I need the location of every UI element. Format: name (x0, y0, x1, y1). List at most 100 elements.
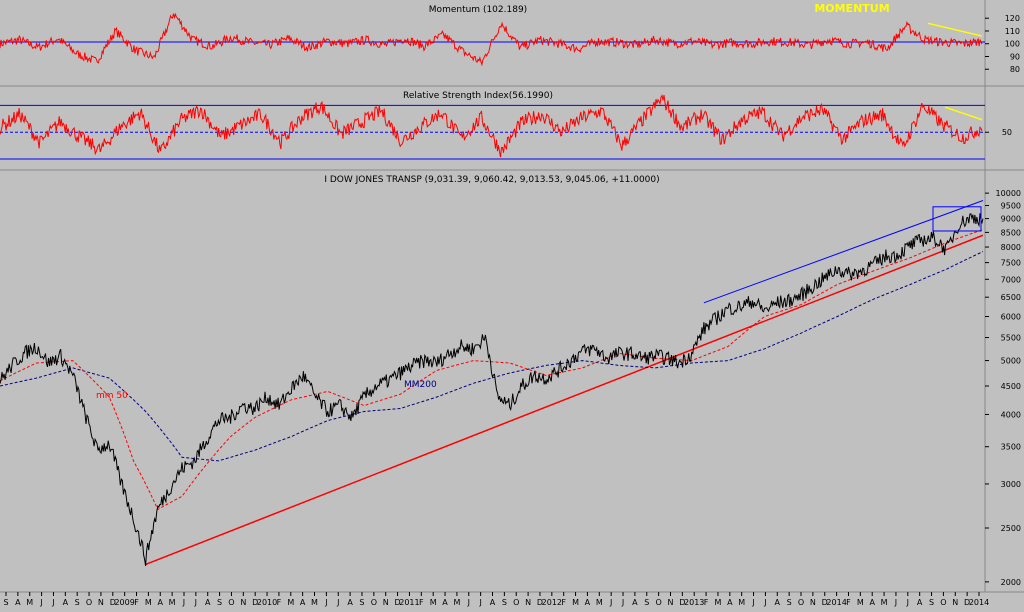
rsi-y-axis: 50 (985, 128, 1012, 137)
x-tick-label: J (51, 598, 54, 607)
rsi-line (0, 94, 983, 158)
ma200-label: MM200 (404, 380, 437, 390)
price-tick-label: 3500 (1001, 443, 1021, 452)
price-tick-label: 8000 (1001, 243, 1021, 252)
consolidation-box (932, 206, 982, 232)
x-tick-label: M (453, 598, 460, 607)
x-tick-label: M (145, 598, 152, 607)
x-tick-label: J (906, 598, 909, 607)
x-tick-label: A (917, 598, 923, 607)
price-panel: I DOW JONES TRANSP (9,031.39, 9,060.42, … (0, 175, 1021, 587)
x-tick-label: J (621, 598, 624, 607)
momentum-tick-label: 90 (1010, 52, 1020, 61)
x-tick-label: D (110, 598, 116, 607)
x-tick-label: 2009 (114, 598, 134, 607)
x-tick-label: 2014 (969, 598, 989, 607)
price-tick-label: 2000 (1001, 578, 1021, 587)
price-tick-label: 9000 (1001, 215, 1021, 224)
price-tick-label: 10000 (996, 189, 1021, 198)
x-tick-label: O (655, 598, 661, 607)
x-tick-label: M (287, 598, 294, 607)
momentum-line (0, 12, 983, 67)
x-tick-label: S (75, 598, 80, 607)
x-tick-label: M (714, 598, 721, 607)
ma50-label: mm 50 (96, 391, 128, 401)
x-tick-label: F (277, 598, 282, 607)
x-tick-label: D (252, 598, 258, 607)
price-title: I DOW JONES TRANSP (9,031.39, 9,060.42, … (324, 175, 659, 185)
x-tick-label: N (240, 598, 246, 607)
x-tick-label: A (727, 598, 733, 607)
momentum-trend-annotation (927, 22, 983, 37)
momentum-panel: Momentum (102.189) MOMENTUM 120 110 100 90 8… (0, 2, 1020, 74)
x-tick-label: M (881, 598, 888, 607)
x-tick-label: A (63, 598, 69, 607)
x-tick-label: F (419, 598, 424, 607)
x-tick-label: D (822, 598, 828, 607)
price-line (0, 213, 984, 566)
x-tick-label: S (929, 598, 934, 607)
x-tick-label: M (26, 598, 33, 607)
x-tick-label: S (3, 598, 8, 607)
price-tick-label: 4500 (1001, 382, 1021, 391)
x-tick-label: J (478, 598, 481, 607)
x-tick-label: S (359, 598, 364, 607)
rsi-title: Relative Strength Index(56.1990) (403, 91, 553, 101)
x-tick-label: A (300, 598, 306, 607)
x-tick-label: S (502, 598, 507, 607)
x-tick-label: D (964, 598, 970, 607)
x-tick-label: J (39, 598, 42, 607)
x-tick-label: F (704, 598, 709, 607)
x-tick-label: F (561, 598, 566, 607)
x-tick-label: O (513, 598, 519, 607)
x-tick-label: J (194, 598, 197, 607)
price-tick-label: 5000 (1001, 357, 1021, 366)
price-tick-label: 5500 (1001, 334, 1021, 343)
x-tick-label: 2011 (399, 598, 419, 607)
x-tick-label: 2014 (826, 598, 846, 607)
x-tick-label: A (775, 598, 781, 607)
x-tick-label: J (894, 598, 897, 607)
x-tick-label: 2013 (684, 598, 704, 607)
price-y-axis: 10000 9500 9000 8500 8000 7500 7000 6500 6000 550… (985, 189, 1021, 587)
x-tick-label: A (158, 598, 164, 607)
momentum-tick-label: 80 (1010, 65, 1020, 74)
ma50-line (0, 229, 984, 511)
x-tick-label: 2012 (542, 598, 562, 607)
price-tick-label: 2500 (1001, 524, 1021, 533)
x-tick-label: M (857, 598, 864, 607)
x-tick-label: D (394, 598, 400, 607)
x-tick-label: J (763, 598, 766, 607)
upper-channel-line (703, 200, 984, 304)
x-tick-label: N (525, 598, 531, 607)
x-tick-label: M (572, 598, 579, 607)
x-tick-label: A (632, 598, 638, 607)
momentum-tick-label: 100 (1005, 40, 1020, 49)
x-tick-label: N (98, 598, 104, 607)
momentum-title: Momentum (102.189) (429, 5, 527, 15)
x-tick-label: M (738, 598, 745, 607)
x-tick-label: J (609, 598, 612, 607)
x-tick-label: A (15, 598, 21, 607)
x-tick-label: J (336, 598, 339, 607)
x-tick-label: F (846, 598, 851, 607)
x-tick-label: S (787, 598, 792, 607)
momentum-tick-label: 120 (1005, 14, 1020, 23)
x-tick-label: A (869, 598, 875, 607)
price-tick-label: 7000 (1001, 275, 1021, 284)
price-tick-label: 7500 (1001, 259, 1021, 268)
price-tick-label: 8500 (1001, 228, 1021, 237)
x-tick-label: M (596, 598, 603, 607)
x-tick-label: M (169, 598, 176, 607)
x-tick-label: M (430, 598, 437, 607)
x-tick-label: A (347, 598, 353, 607)
ma200-line (0, 251, 984, 462)
x-tick-label: O (798, 598, 804, 607)
price-tick-label: 4000 (1001, 410, 1021, 419)
x-tick-label: D (679, 598, 685, 607)
x-tick-label: A (585, 598, 591, 607)
x-tick-label: O (371, 598, 377, 607)
